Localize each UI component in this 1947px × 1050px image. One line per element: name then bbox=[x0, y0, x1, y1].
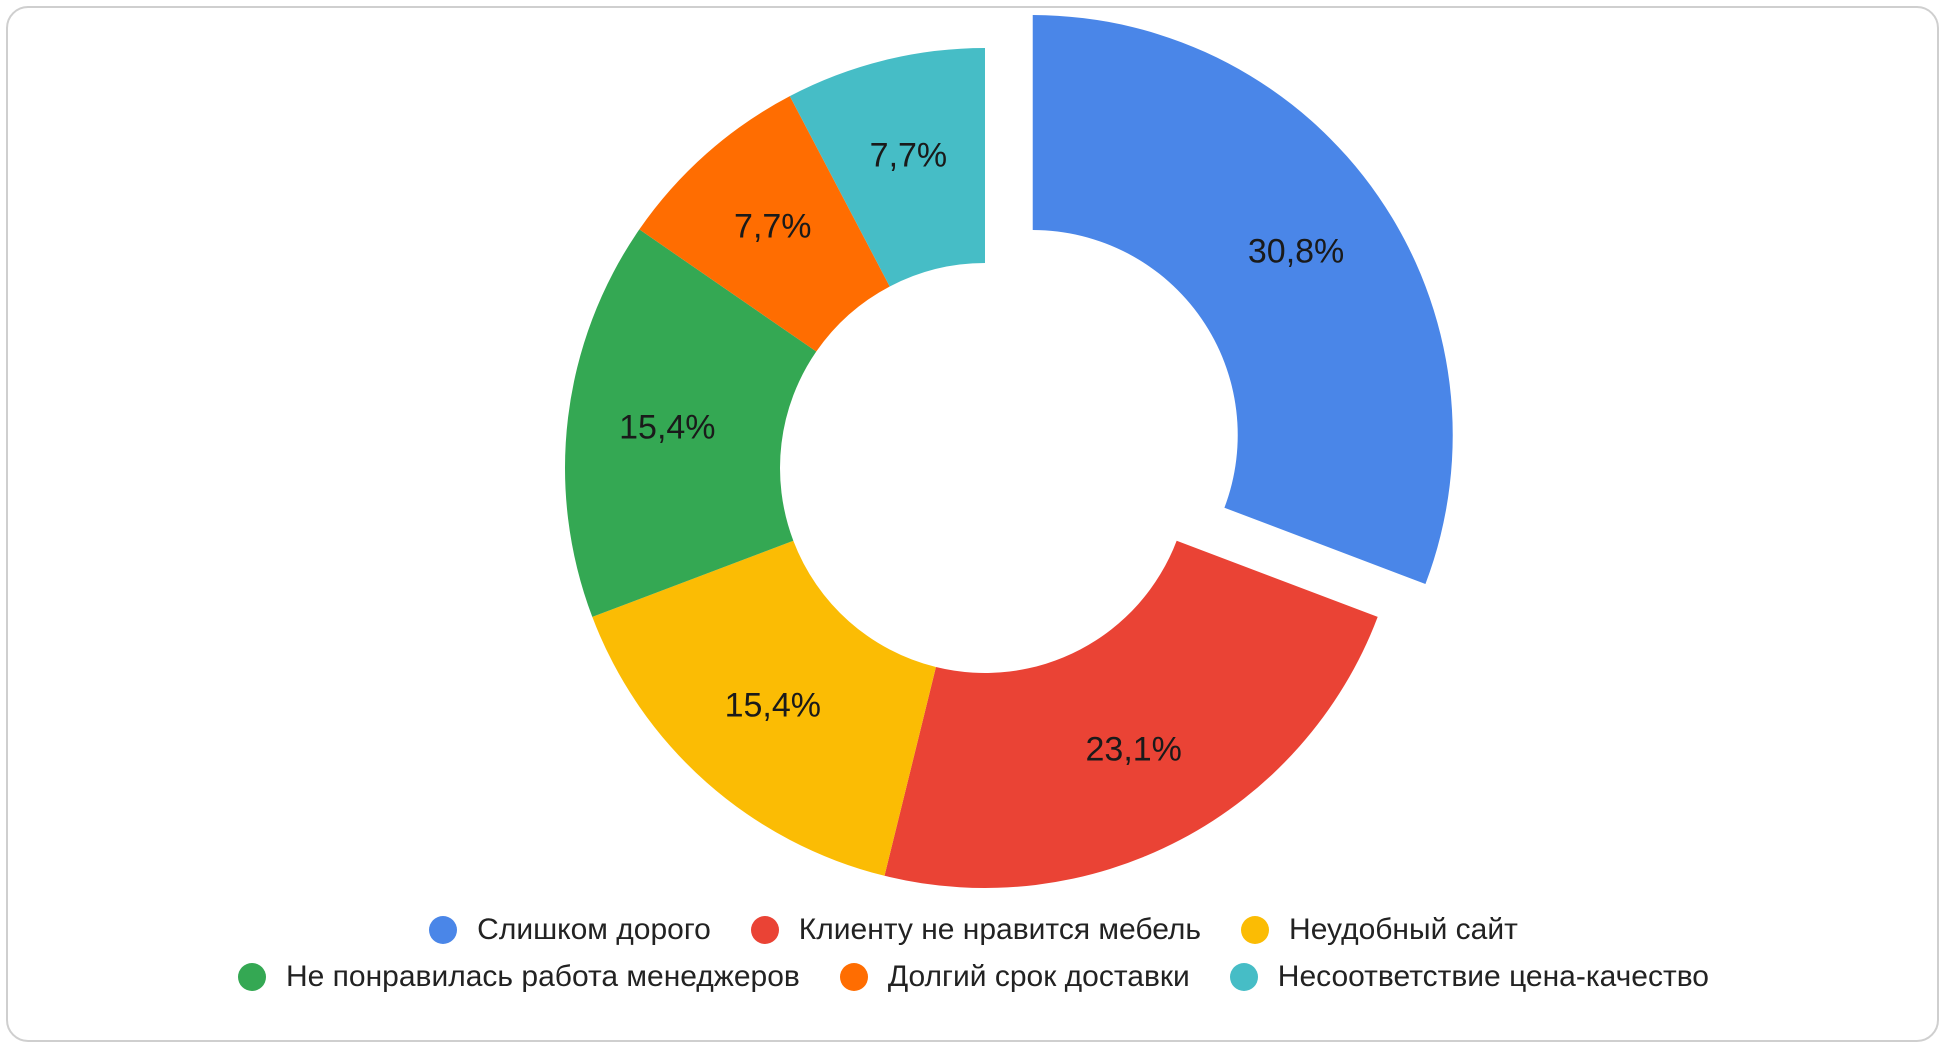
slice-label: 7,7% bbox=[870, 136, 948, 174]
legend-item[interactable]: Клиенту не нравится мебель bbox=[750, 913, 1202, 947]
legend-item[interactable]: Несоответствие цена-качество bbox=[1229, 960, 1709, 994]
legend-swatch-icon bbox=[839, 963, 868, 991]
slice-label: 15,4% bbox=[619, 408, 715, 446]
slice-долгий-срок-доставки[interactable] bbox=[639, 96, 890, 352]
legend-label: Слишком дорого bbox=[477, 913, 711, 946]
legend-row-1: Слишком дорого Клиенту не нравится мебель… bbox=[0, 913, 1947, 947]
legend-swatch-icon bbox=[429, 916, 458, 944]
slice-label: 23,1% bbox=[1086, 730, 1182, 768]
legend-label: Не понравилась работа менеджеров bbox=[286, 960, 800, 993]
slice-клиенту-не-нравится-мебель[interactable] bbox=[884, 540, 1378, 889]
slice-слишком-дорого[interactable] bbox=[1032, 15, 1453, 584]
slice-несоответствие-цена-качество[interactable] bbox=[789, 48, 985, 287]
slice-label: 30,8% bbox=[1248, 232, 1344, 270]
legend-item[interactable]: Долгий срок доставки bbox=[839, 960, 1190, 994]
legend-label: Неудобный сайт bbox=[1289, 913, 1518, 946]
slice-неудобный-сайт[interactable] bbox=[592, 540, 936, 876]
legend-label: Несоответствие цена-качество bbox=[1277, 960, 1709, 993]
legend-swatch-icon bbox=[1241, 916, 1270, 944]
legend-swatch-icon bbox=[750, 916, 779, 944]
legend-item[interactable]: Слишком дорого bbox=[429, 913, 711, 947]
legend-item[interactable]: Не понравилась работа менеджеров bbox=[238, 960, 800, 994]
legend-item[interactable]: Неудобный сайт bbox=[1241, 913, 1518, 947]
slice-label: 7,7% bbox=[734, 207, 812, 245]
legend-label: Клиенту не нравится мебель bbox=[798, 913, 1202, 946]
legend-swatch-icon bbox=[1229, 963, 1258, 991]
legend-label: Долгий срок доставки bbox=[887, 960, 1190, 993]
slice-не-понравилась-работа-менеджеров[interactable] bbox=[564, 229, 817, 617]
legend-row-2: Не понравилась работа менеджеров Долгий с… bbox=[0, 960, 1947, 994]
legend-swatch-icon bbox=[238, 963, 266, 991]
slice-label: 15,4% bbox=[725, 687, 821, 725]
